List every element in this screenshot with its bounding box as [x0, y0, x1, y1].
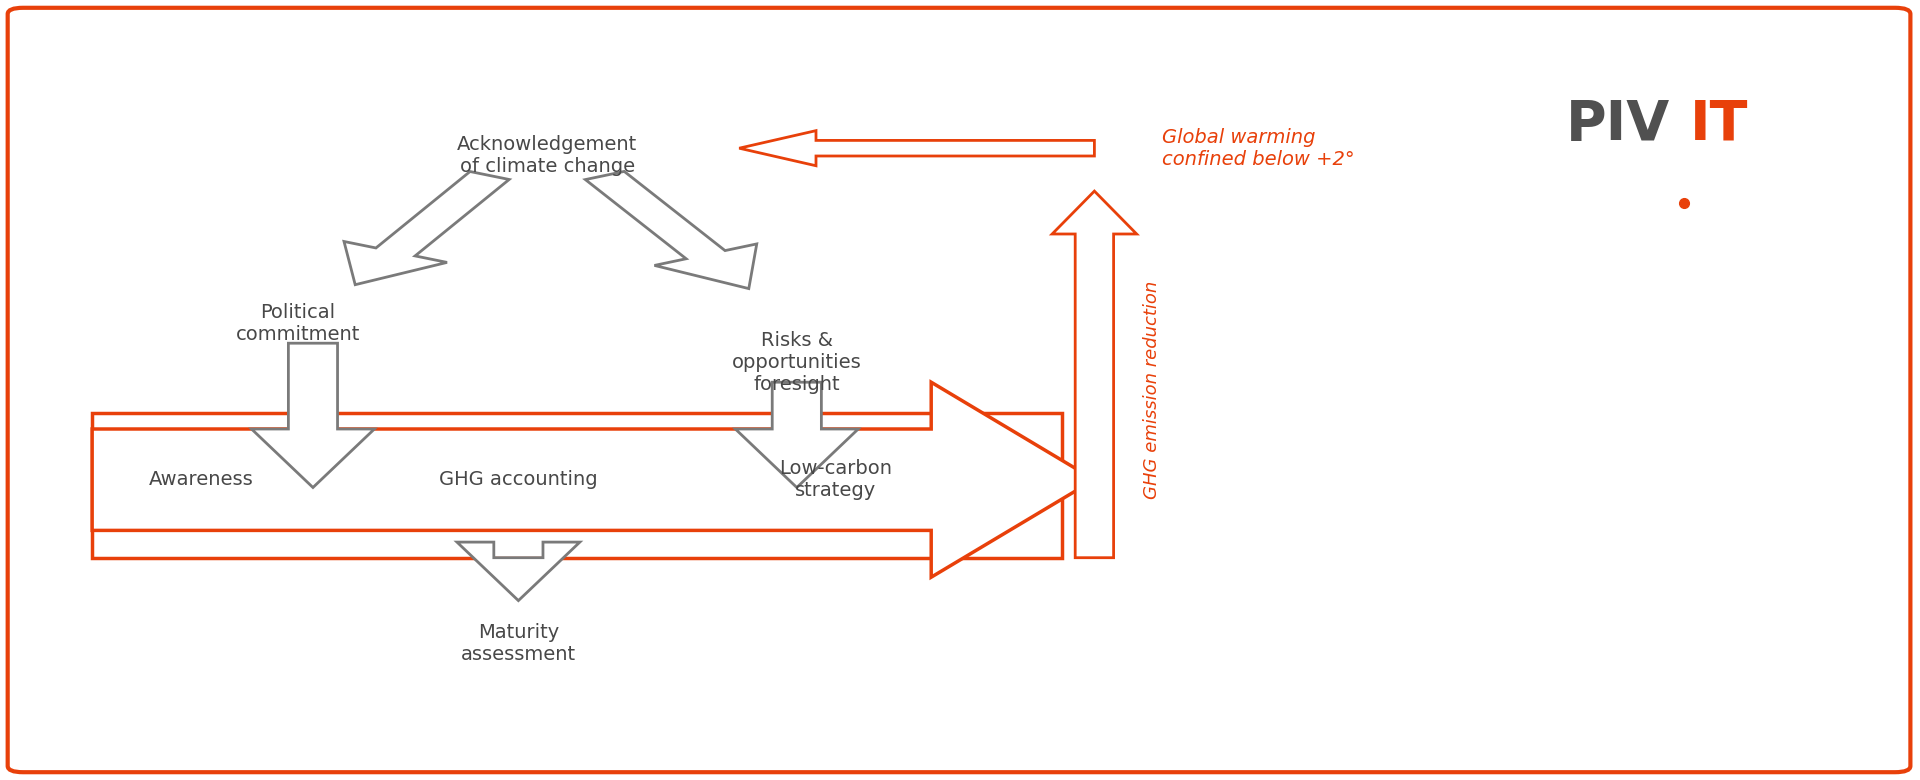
Polygon shape	[1052, 191, 1137, 558]
Polygon shape	[252, 343, 374, 488]
Text: Maturity
assessment: Maturity assessment	[461, 623, 576, 664]
Bar	[92, 413, 1062, 558]
Polygon shape	[457, 542, 580, 601]
Polygon shape	[735, 382, 858, 488]
Polygon shape	[344, 172, 509, 285]
Text: Global warming
confined below +2°: Global warming confined below +2°	[1162, 128, 1354, 168]
Text: Political
commitment: Political commitment	[236, 303, 359, 344]
Polygon shape	[92, 382, 1094, 577]
Text: GHG accounting: GHG accounting	[440, 470, 597, 489]
Text: Awareness: Awareness	[150, 470, 253, 489]
Text: PIV: PIV	[1567, 98, 1670, 152]
Text: Low-carbon
strategy: Low-carbon strategy	[780, 459, 891, 500]
Text: Acknowledgement
of climate change: Acknowledgement of climate change	[457, 136, 637, 176]
Text: Risks &
opportunities
foresight: Risks & opportunities foresight	[732, 332, 862, 394]
Polygon shape	[586, 172, 756, 289]
Text: IT: IT	[1690, 98, 1747, 152]
Polygon shape	[739, 130, 1094, 165]
Text: GHG emission reduction: GHG emission reduction	[1142, 281, 1162, 499]
